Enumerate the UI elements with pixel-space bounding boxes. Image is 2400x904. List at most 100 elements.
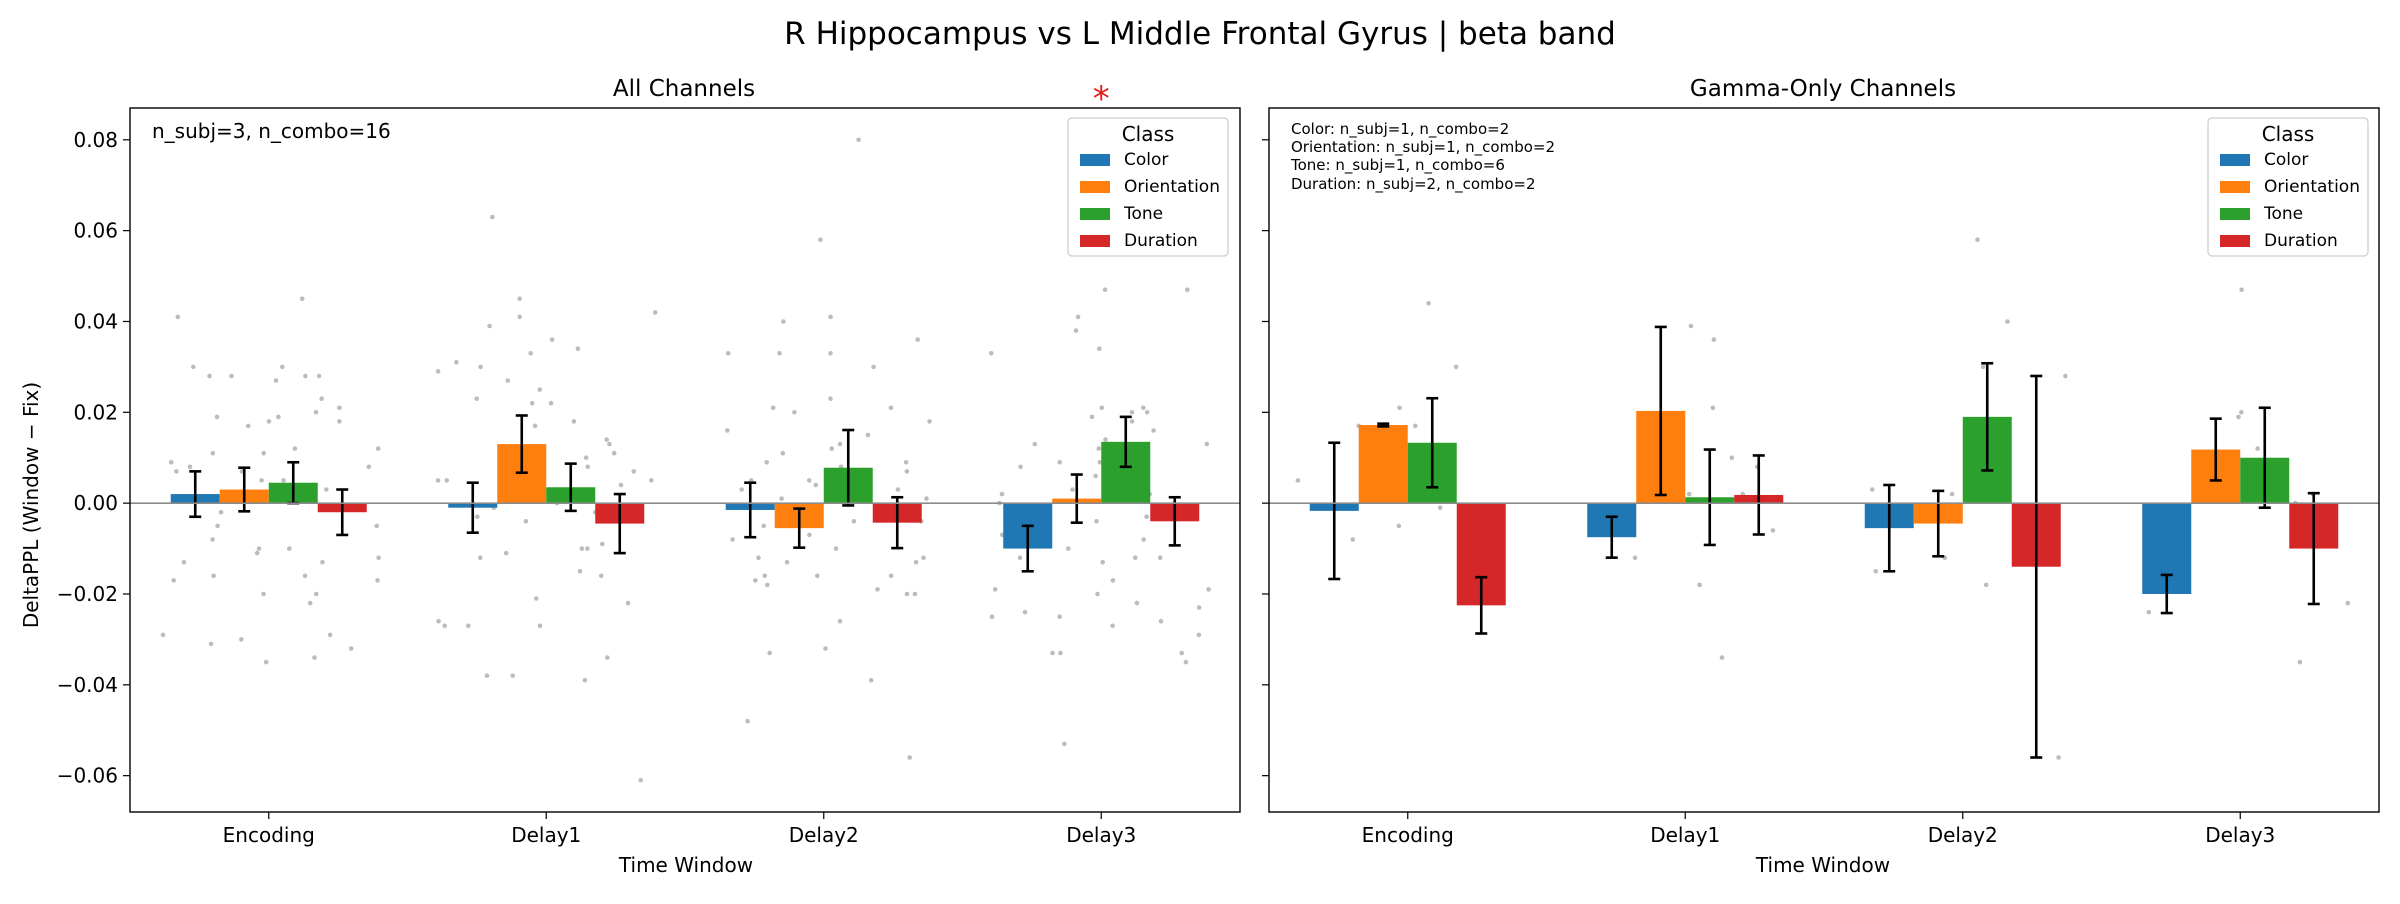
data-point xyxy=(454,360,459,365)
data-point xyxy=(638,777,643,783)
y-tick-label: 0.04 xyxy=(73,309,118,333)
data-point xyxy=(510,673,515,678)
data-point xyxy=(989,351,994,356)
data-point xyxy=(823,646,828,651)
data-point xyxy=(1141,405,1146,411)
data-point xyxy=(208,641,214,647)
data-point xyxy=(2297,659,2303,665)
plot-area: Encoding Delay1 Delay2 Delay3 xyxy=(1262,107,2380,847)
data-point xyxy=(1093,473,1098,479)
data-point xyxy=(851,519,857,524)
data-point xyxy=(523,519,529,524)
data-point xyxy=(652,310,658,315)
data-point xyxy=(585,546,590,551)
data-point xyxy=(160,632,166,638)
data-point xyxy=(374,523,380,529)
data-point xyxy=(1151,428,1156,433)
data-point xyxy=(303,373,308,379)
y-tick-label: −0.04 xyxy=(57,673,118,697)
data-point xyxy=(436,618,441,624)
data-point xyxy=(2005,319,2010,324)
data-point xyxy=(813,482,819,488)
data-point xyxy=(904,469,910,474)
data-point xyxy=(1062,741,1067,747)
data-point xyxy=(211,573,216,579)
data-point xyxy=(618,482,624,488)
data-point xyxy=(903,460,909,465)
x-axis-label: Time Window xyxy=(1755,853,1890,877)
data-point xyxy=(299,296,305,302)
data-point xyxy=(327,632,333,638)
data-point xyxy=(210,537,215,542)
data-point xyxy=(261,450,267,456)
data-point xyxy=(1196,605,1202,610)
bar-orientation xyxy=(1358,425,1408,504)
data-point xyxy=(1697,582,1702,588)
data-point xyxy=(1157,555,1163,560)
data-point xyxy=(1103,437,1108,442)
data-point xyxy=(875,587,880,592)
data-point xyxy=(745,718,750,724)
x-axis-label: Time Window xyxy=(618,853,753,877)
data-point xyxy=(316,373,322,379)
data-point xyxy=(478,364,483,370)
data-point xyxy=(1983,582,1989,588)
data-point xyxy=(607,441,612,447)
data-point xyxy=(1070,487,1075,492)
data-point xyxy=(229,373,234,379)
legend-swatch-tone xyxy=(1080,208,1110,220)
data-point xyxy=(1632,555,1638,560)
data-point xyxy=(259,478,264,483)
panel-title: All Channels xyxy=(613,76,755,102)
data-point xyxy=(1075,314,1081,320)
data-point xyxy=(1110,578,1116,583)
data-point xyxy=(2239,410,2244,415)
data-point xyxy=(537,623,543,629)
data-point xyxy=(1437,505,1443,511)
data-point xyxy=(1032,441,1038,447)
data-point xyxy=(478,555,483,560)
data-point xyxy=(1129,419,1135,424)
legend-label-tone: Tone xyxy=(2263,204,2303,224)
x-tick-label: Delay3 xyxy=(1066,823,1136,847)
data-point xyxy=(517,296,522,302)
data-point xyxy=(466,623,471,629)
data-point xyxy=(292,446,298,451)
data-point xyxy=(307,600,313,606)
data-point xyxy=(1096,446,1102,451)
y-tick-label: −0.02 xyxy=(57,582,118,606)
data-point xyxy=(762,573,768,579)
data-point xyxy=(833,546,839,551)
data-point xyxy=(756,555,761,560)
plot-frame xyxy=(1268,107,2380,813)
legend-swatch-tone xyxy=(2220,208,2250,220)
data-point xyxy=(604,437,609,442)
data-point xyxy=(1686,491,1692,497)
data-point xyxy=(254,550,260,556)
data-point xyxy=(487,323,492,329)
legend-swatch-orientation xyxy=(1080,181,1110,193)
data-point xyxy=(1057,460,1062,465)
data-point xyxy=(1710,405,1716,411)
data-point xyxy=(764,460,769,465)
legend: Class Color Orientation Tone Duration xyxy=(2207,117,2369,257)
data-point xyxy=(490,214,495,220)
x-tick-label: Encoding xyxy=(1362,823,1454,847)
data-point xyxy=(625,600,631,606)
data-point xyxy=(537,387,543,392)
panel-gamma-only-channels: Encoding Delay1 Delay2 Delay3 Gamma-Only Ch… xyxy=(1262,76,2380,877)
data-point xyxy=(1719,655,1725,660)
legend-swatch-orientation xyxy=(2220,181,2250,193)
data-point xyxy=(913,559,919,565)
data-point xyxy=(1204,441,1210,447)
legend-swatch-duration xyxy=(2220,235,2250,247)
data-point xyxy=(218,509,224,515)
data-point xyxy=(1688,323,1694,329)
legend-label-duration: Duration xyxy=(1124,231,1198,251)
data-point xyxy=(281,478,286,483)
data-point xyxy=(2063,373,2068,379)
data-point xyxy=(1873,569,1878,574)
data-point xyxy=(1050,650,1055,656)
data-point xyxy=(256,546,262,551)
